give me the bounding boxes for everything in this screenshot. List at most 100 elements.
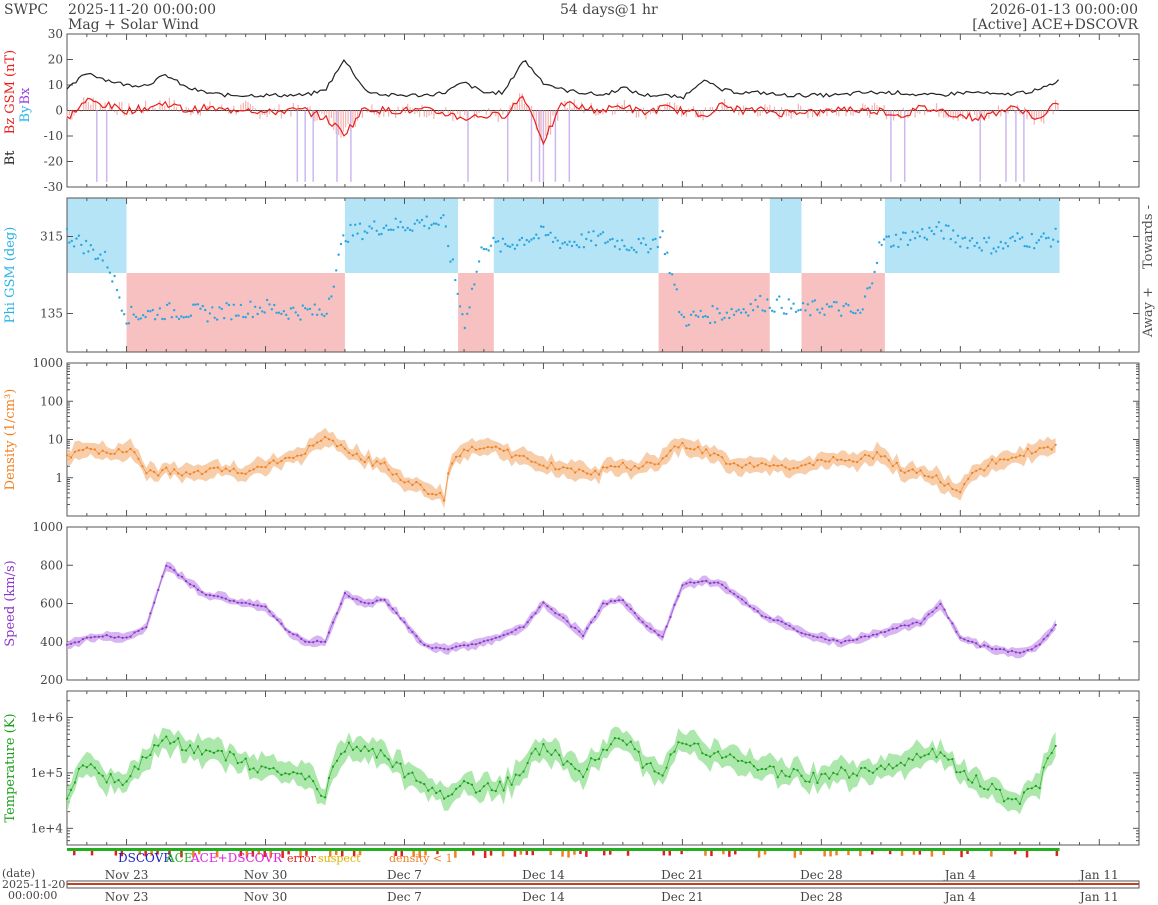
phi-point (489, 244, 493, 247)
flag-mark (912, 851, 916, 855)
phi-point (225, 302, 228, 305)
phi-point (96, 257, 100, 260)
phi-point (1042, 232, 1045, 235)
phi-point (592, 230, 595, 233)
phi-point (256, 312, 259, 316)
phi-point (535, 233, 538, 236)
phi-point (749, 302, 752, 306)
phi-point (149, 310, 152, 313)
flag-mark (90, 851, 94, 856)
flag-mark (1013, 851, 1017, 855)
phi-point (697, 315, 700, 318)
phi-point (187, 315, 190, 319)
phi-point (335, 269, 338, 272)
phi-point (444, 225, 447, 228)
flag-mark (358, 851, 362, 856)
flag-mark (513, 851, 517, 857)
phi-point (146, 309, 150, 313)
flag-mark (799, 851, 802, 855)
phi-point (625, 248, 628, 251)
phi-point (720, 318, 724, 321)
phi-point (134, 315, 138, 319)
phi-point (111, 280, 114, 283)
phi-point (196, 303, 200, 306)
phi-point (208, 312, 212, 315)
density-y-tick-label: 10 (48, 433, 63, 447)
phi-point (401, 226, 405, 229)
flag-mark (525, 851, 529, 855)
source-flags (73, 851, 1059, 858)
flag-mark (329, 851, 332, 857)
phi-point (354, 223, 357, 226)
phi-point (742, 308, 745, 311)
x-tick-label-top: Nov 30 (244, 868, 288, 882)
phi-point (620, 239, 624, 242)
towards-label: Towards - (1141, 205, 1156, 269)
phi-point (201, 304, 204, 308)
phi-point (997, 246, 1000, 249)
bz-fill (66, 93, 1059, 146)
flag-mark (424, 851, 427, 856)
flag-mark (847, 851, 850, 856)
phi-point (299, 318, 302, 321)
flag-mark (757, 851, 761, 858)
phi-point (668, 271, 671, 275)
phi-point (949, 237, 952, 241)
phi-point (659, 236, 662, 239)
phi-point (528, 240, 531, 243)
phi-point (799, 308, 802, 311)
phi-point (775, 298, 779, 301)
phi-point (420, 218, 424, 222)
org-label: SWPC (4, 2, 49, 18)
phi-point (408, 228, 412, 232)
phi-point (423, 224, 426, 228)
phi-point (215, 318, 219, 321)
phi-point (897, 245, 900, 249)
flag-mark (501, 851, 505, 857)
phi-point (227, 303, 231, 307)
phi-point (589, 239, 593, 242)
phi-point (351, 234, 355, 237)
phi-point (413, 222, 416, 225)
temp-y-tick-label: 1e+5 (31, 766, 63, 780)
date-axis-label: (date) (2, 867, 35, 880)
phi-point (937, 221, 941, 224)
phi-point (482, 247, 486, 251)
phi-point (1035, 241, 1038, 244)
phi-point (923, 236, 926, 239)
phi-point (740, 311, 743, 314)
flag-mark (180, 851, 183, 858)
phi-point (966, 246, 969, 250)
flag-mark (710, 851, 713, 857)
phi-point (327, 297, 331, 300)
phi-point (678, 310, 681, 314)
phi-point (906, 243, 910, 247)
phi-point (389, 228, 393, 231)
phi-point (568, 240, 571, 243)
phi-point (637, 237, 640, 241)
phi-point (1056, 240, 1060, 243)
phi-point (161, 317, 164, 321)
phi-point (72, 245, 76, 248)
phi-point (837, 309, 840, 312)
phi-point (921, 228, 924, 231)
bt-axis-label: Bt (3, 150, 18, 166)
phi-point (442, 214, 445, 217)
phi-point (363, 230, 366, 233)
phi-point (82, 252, 85, 255)
phi-point (1030, 232, 1034, 236)
x-tick-label-bottom: Jan 11 (1078, 890, 1119, 904)
phi-point (661, 230, 664, 233)
phi-point (618, 248, 621, 251)
phi-point (473, 283, 476, 286)
phi-away-band (801, 273, 885, 352)
phi-point (942, 237, 945, 240)
phi-point (1006, 245, 1010, 248)
phi-point (859, 311, 862, 314)
flag-mark (668, 851, 671, 856)
end-time: 2026-01-13 00:00:00 (989, 2, 1138, 18)
phi-point (304, 307, 307, 310)
phi-point (566, 243, 569, 246)
phi-point (1013, 239, 1017, 243)
bt-series-line (66, 59, 1060, 100)
